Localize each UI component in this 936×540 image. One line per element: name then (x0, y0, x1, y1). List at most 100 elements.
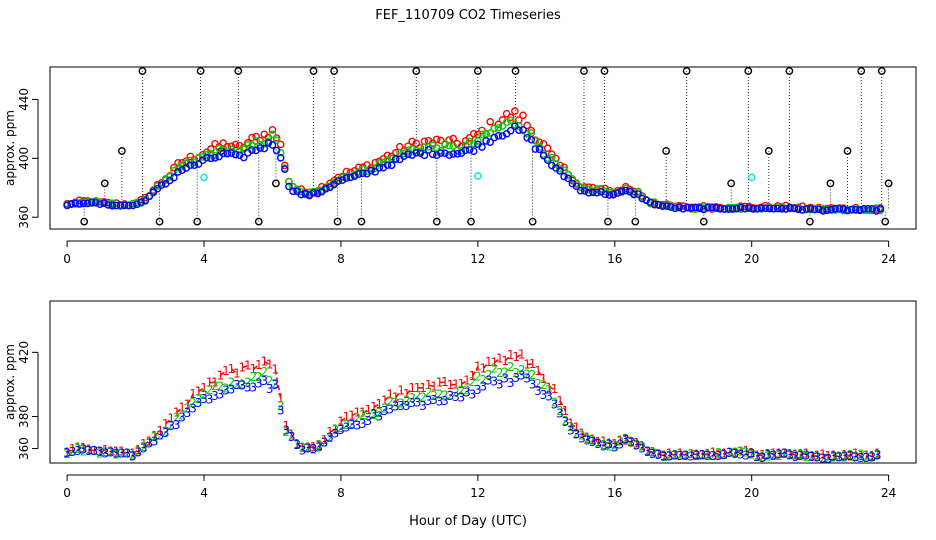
series-1-segment (713, 451, 720, 456)
series-1-marker: 1 (715, 447, 723, 461)
series-3-marker: 3 (720, 448, 728, 462)
series-1-point (317, 182, 326, 191)
series-1-marker: 1 (233, 366, 241, 380)
series-2-marker: 2 (315, 438, 323, 452)
series-3-marker: 3 (627, 435, 635, 449)
series-3-marker: 3 (480, 380, 488, 394)
series-2-marker: 2 (354, 411, 362, 425)
series-2-marker: 2 (414, 388, 422, 402)
series-1-marker: 1 (753, 448, 761, 462)
series-1-marker: 1 (310, 440, 318, 454)
series-2-marker: 2 (523, 368, 531, 382)
extreme-point (357, 217, 366, 226)
series-3-point (256, 144, 264, 152)
series-2-marker: 2 (80, 445, 88, 459)
series-3-point (391, 155, 400, 163)
extreme-point (699, 217, 708, 226)
extreme-point (309, 67, 318, 75)
series-1-segment (362, 409, 369, 414)
series-3-marker: 3 (315, 441, 323, 455)
series-1-marker: 1 (627, 435, 635, 449)
series-3-marker: 3 (436, 394, 444, 408)
series-3-point (223, 149, 232, 158)
series-2-marker: 2 (830, 450, 838, 464)
series-2-point (235, 146, 244, 155)
series-3-marker: 3 (529, 378, 537, 392)
series-3-point (387, 161, 396, 170)
series-2-marker: 2 (781, 447, 789, 461)
series-3-point (276, 153, 285, 162)
series-3-point (814, 205, 823, 214)
cyan-point (474, 172, 482, 180)
series-3-point (437, 149, 445, 157)
series-3-point (227, 149, 236, 157)
series-3-marker: 3 (156, 429, 164, 443)
series-3-marker: 3 (605, 438, 613, 452)
series-2-marker: 2 (436, 387, 444, 401)
series-1-marker: 1 (436, 375, 444, 389)
series-1-marker: 1 (551, 382, 559, 396)
series-2-marker: 2 (474, 369, 482, 383)
series-2-marker: 2 (156, 428, 164, 442)
series-3-marker: 3 (704, 449, 712, 463)
series-1-marker: 1 (419, 381, 427, 395)
x-axis-label: Hour of Day (UTC) (409, 514, 527, 529)
series-3-point (486, 138, 494, 146)
x-tick-label: 24 (881, 252, 896, 266)
series-1-point (260, 130, 269, 139)
series-3-marker: 3 (359, 417, 367, 431)
series-1-marker: 1 (288, 427, 296, 441)
series-3-marker: 3 (217, 388, 225, 402)
series-2-marker: 2 (704, 449, 712, 463)
series-1-marker: 1 (595, 435, 603, 449)
series-1-marker: 1 (841, 448, 849, 462)
series-3-marker: 3 (556, 406, 564, 420)
series-2-marker: 2 (671, 448, 679, 462)
series-3-marker: 3 (151, 435, 159, 449)
extreme-point (604, 217, 612, 226)
series-3-point (617, 187, 626, 195)
series-3-point (543, 156, 552, 164)
series-3-point (535, 145, 544, 154)
series-3-point (831, 204, 840, 213)
series-2-marker: 2 (480, 373, 488, 387)
series-1-marker: 1 (518, 348, 526, 362)
series-1-marker: 1 (611, 437, 619, 451)
series-2-marker: 2 (595, 437, 603, 451)
x-tick-label: 12 (470, 252, 485, 266)
series-3-point (350, 172, 359, 180)
series-2-marker: 2 (430, 389, 438, 403)
series-3-marker: 3 (496, 378, 504, 392)
series-1-segment (625, 439, 632, 444)
series-3-point (145, 192, 154, 201)
series-3-point (761, 204, 770, 212)
series-3-marker: 3 (551, 398, 559, 412)
series-3-point (174, 168, 182, 176)
extreme-point (138, 67, 147, 75)
series-3-marker: 3 (162, 426, 170, 440)
series-3-point (523, 134, 531, 142)
series-3-marker: 3 (233, 378, 241, 392)
series-2-point (198, 153, 207, 161)
series-3-point (498, 132, 507, 140)
series-3-marker: 3 (408, 396, 416, 410)
series-1-marker: 1 (156, 424, 164, 438)
series-3-point (757, 204, 766, 212)
series-1-marker: 1 (458, 377, 466, 391)
series-2-marker: 2 (452, 385, 460, 399)
series-1-marker: 1 (392, 390, 400, 404)
series-2-marker: 2 (529, 368, 537, 382)
series-3-point (469, 147, 478, 155)
series-1-point (469, 130, 478, 138)
series-1-marker: 1 (430, 379, 438, 393)
series-3-point (239, 153, 248, 162)
series-3-point (605, 191, 614, 199)
series-3-marker: 3 (726, 446, 734, 460)
series-1-marker: 1 (244, 359, 252, 373)
series-2-marker: 2 (392, 396, 400, 410)
series-3-marker: 3 (567, 423, 575, 437)
series-1-marker: 1 (315, 439, 323, 453)
series-1-segment (406, 387, 413, 395)
series-3-point (248, 146, 256, 154)
